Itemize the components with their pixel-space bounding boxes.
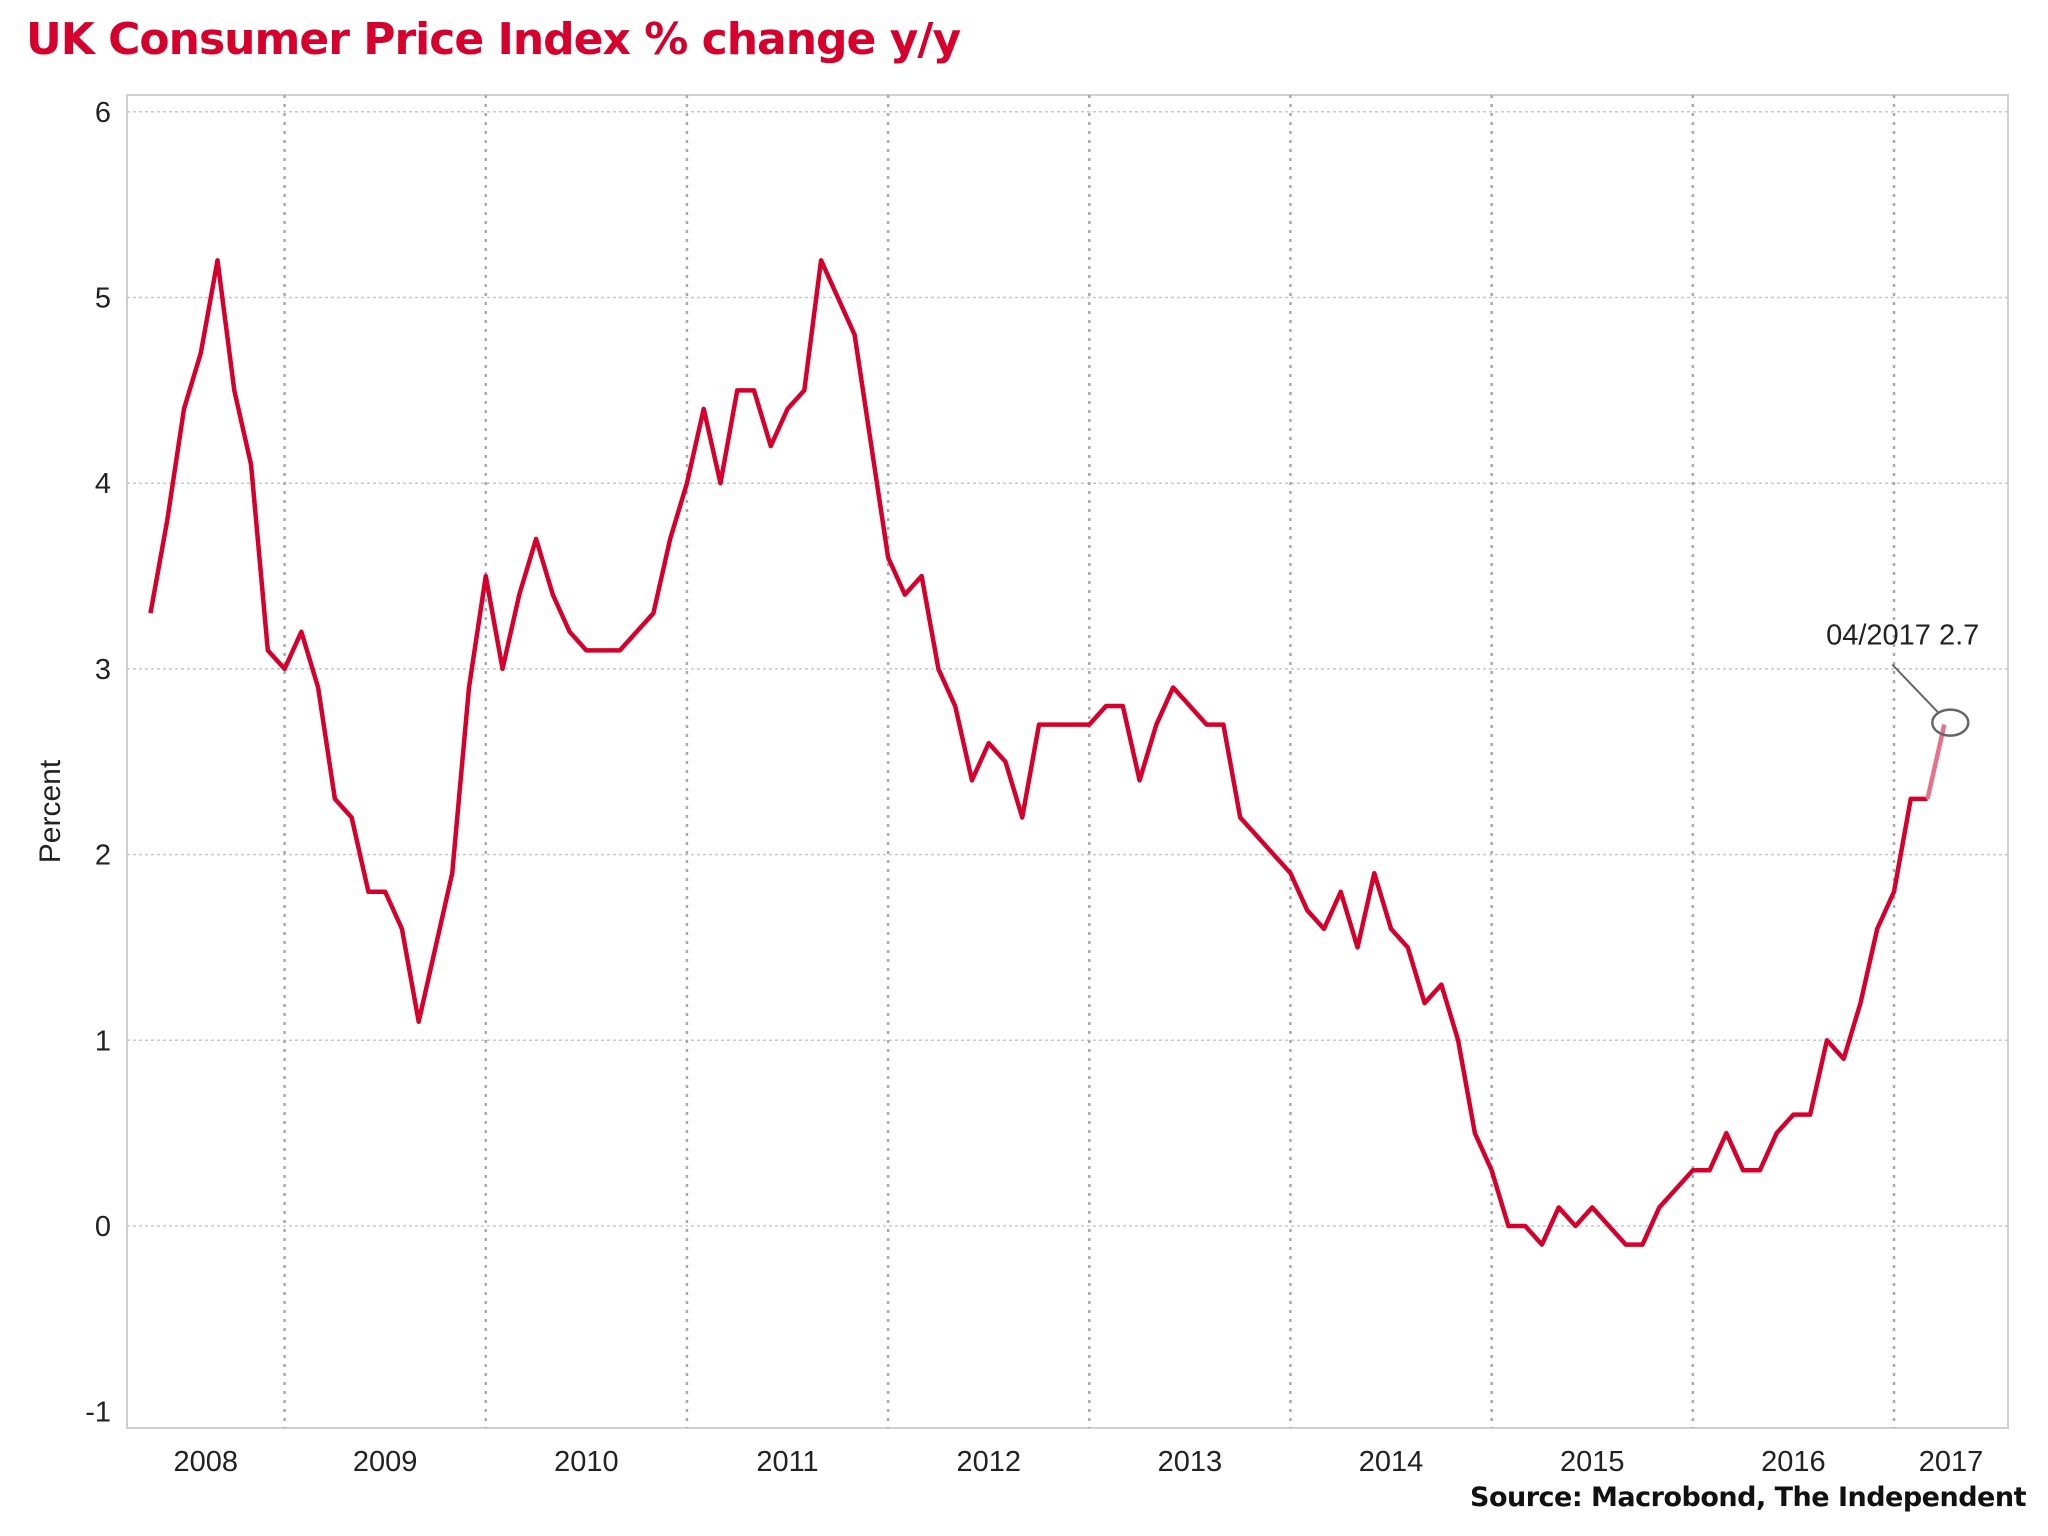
x-tick-label: 2012: [956, 1446, 1021, 1478]
annotation-leader: [1891, 663, 1940, 714]
x-tick-label: 2017: [1919, 1446, 1984, 1478]
x-tick-label: 2014: [1359, 1446, 1424, 1478]
cpi-last-segment: [1925, 724, 1947, 800]
annotation-marker: [1931, 708, 1970, 737]
y-tick-label: 4: [95, 468, 111, 500]
y-tick-label: 1: [95, 1025, 111, 1057]
cpi-series-line: [148, 258, 1928, 1247]
y-tick-label: 2: [95, 840, 111, 872]
x-tick-label: 2010: [554, 1446, 619, 1478]
x-tick-label: 2016: [1761, 1446, 1826, 1478]
x-tick-label: 2011: [756, 1446, 818, 1478]
x-tick-label: 2009: [353, 1446, 418, 1478]
y-tick-label: 5: [95, 283, 111, 315]
chart-title: UK Consumer Price Index % change y/y: [26, 14, 961, 65]
x-tick-label: 2008: [174, 1446, 239, 1478]
plot-area: [126, 94, 2009, 1429]
y-tick-label: 6: [95, 97, 111, 129]
y-tick-label: 3: [95, 654, 111, 686]
annotation-label: 04/2017 2.7: [1826, 620, 1979, 652]
y-tick-label: 0: [95, 1211, 111, 1243]
x-tick-label: 2013: [1158, 1446, 1223, 1478]
y-axis-label: Percent: [34, 759, 67, 863]
y-tick-label: -1: [85, 1397, 111, 1429]
source-note: Source: Macrobond, The Independent: [1470, 1482, 2026, 1513]
x-tick-label: 2015: [1560, 1446, 1625, 1478]
